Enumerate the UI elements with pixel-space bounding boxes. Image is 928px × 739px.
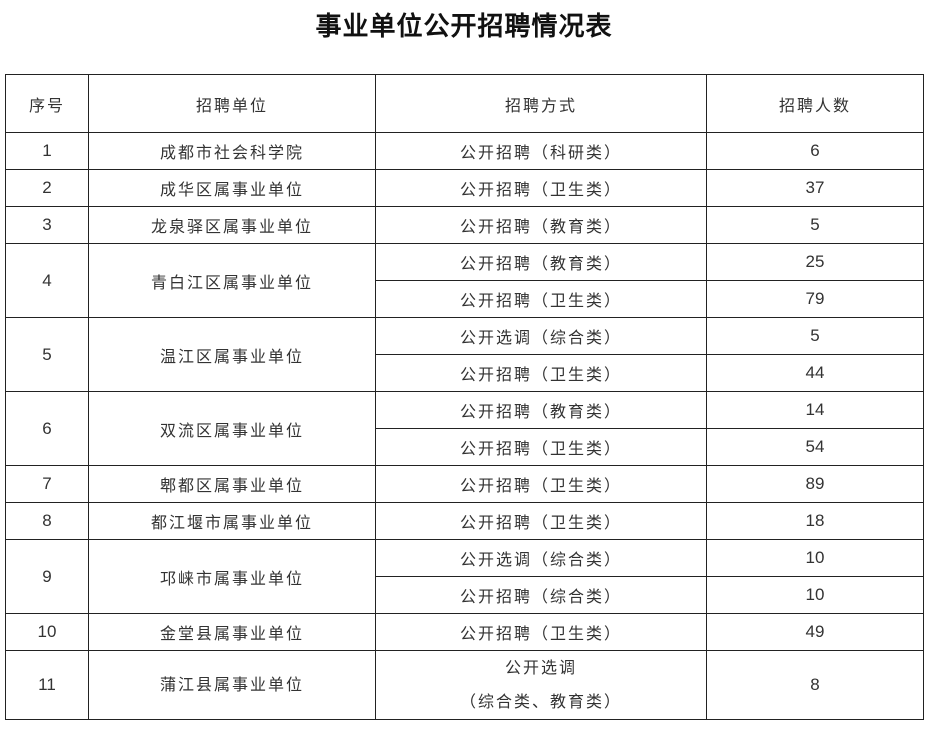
recruit-method-text-2: （综合类、教育类）	[459, 692, 622, 711]
table-row: 8 都江堰市属事业单位 公开招聘（卫生类） 18	[5, 502, 924, 540]
recruit-count: 25	[706, 243, 924, 281]
recruit-method-text: 公开招聘（卫生类）	[459, 624, 622, 643]
unit-name: 郫都区属事业单位	[88, 465, 376, 503]
recruit-count: 18	[706, 502, 924, 540]
row-number: 11	[5, 650, 89, 720]
header-count: 招聘人数	[706, 74, 924, 133]
page-title: 事业单位公开招聘情况表	[315, 12, 613, 42]
unit-name: 双流区属事业单位	[88, 391, 376, 466]
recruit-count: 10	[706, 576, 924, 614]
unit-name: 蒲江县属事业单位	[88, 650, 376, 720]
recruit-method-text: 公开招聘（卫生类）	[459, 476, 622, 495]
recruit-count: 5	[706, 317, 924, 355]
row-number: 9	[5, 539, 89, 614]
recruit-count: 8	[706, 650, 924, 720]
recruit-method-text: 公开选调（综合类）	[459, 550, 622, 569]
recruit-method: 公开招聘（卫生类）	[375, 169, 707, 207]
table-row: 9 邛崃市属事业单位 公开选调（综合类） 10	[5, 539, 924, 614]
table-row: 公开招聘（综合类） 10	[6, 576, 924, 614]
recruit-method: 公开选调 （综合类、教育类）	[375, 650, 707, 720]
table-row: 5 温江区属事业单位 公开选调（综合类） 5	[5, 317, 924, 392]
table-row: 3 龙泉驿区属事业单位 公开招聘（教育类） 5	[5, 206, 924, 244]
recruit-method-text: 公开招聘（教育类）	[459, 217, 622, 236]
recruit-method: 公开招聘（教育类）	[375, 206, 707, 244]
row-number: 3	[5, 206, 89, 244]
recruit-method-text: 公开招聘（科研类）	[459, 143, 622, 162]
recruit-count: 79	[706, 280, 924, 318]
recruit-method-text: 公开招聘（卫生类）	[459, 365, 622, 384]
header-unit: 招聘单位	[88, 74, 376, 133]
recruit-method: 公开招聘（卫生类）	[375, 280, 707, 318]
row-number: 5	[5, 317, 89, 392]
table-row: 公开招聘（卫生类） 79	[6, 280, 924, 318]
recruit-method: 公开招聘（卫生类）	[375, 613, 707, 651]
unit-name: 温江区属事业单位	[88, 317, 376, 392]
recruit-count: 6	[706, 132, 924, 170]
unit-name: 成都市社会科学院	[88, 132, 376, 170]
recruit-count: 10	[706, 539, 924, 577]
row-number: 2	[5, 169, 89, 207]
row-number: 4	[5, 243, 89, 318]
recruit-method: 公开招聘（卫生类）	[375, 354, 707, 392]
header-no: 序号	[5, 74, 89, 133]
unit-name: 邛崃市属事业单位	[88, 539, 376, 614]
recruit-count: 5	[706, 206, 924, 244]
recruit-method-text: 公开招聘（卫生类）	[459, 439, 622, 458]
recruit-method-text: 公开选调（综合类）	[459, 328, 622, 347]
recruit-method: 公开招聘（卫生类）	[375, 502, 707, 540]
recruit-method-text: 公开选调	[504, 658, 577, 677]
row-number: 8	[5, 502, 89, 540]
recruit-method: 公开招聘（科研类）	[375, 132, 707, 170]
recruit-method-text: 公开招聘（综合类）	[459, 587, 622, 606]
recruit-count: 89	[706, 465, 924, 503]
table-row: 7 郫都区属事业单位 公开招聘（卫生类） 89	[5, 465, 924, 503]
unit-name: 龙泉驿区属事业单位	[88, 206, 376, 244]
recruit-method: 公开招聘（综合类）	[375, 576, 707, 614]
recruit-count: 49	[706, 613, 924, 651]
recruit-method-text: 公开招聘（卫生类）	[459, 291, 622, 310]
table-row: 公开招聘（卫生类） 54	[6, 428, 924, 466]
recruit-method: 公开选调（综合类）	[375, 317, 707, 355]
unit-name: 金堂县属事业单位	[88, 613, 376, 651]
recruit-method-text: 公开招聘（卫生类）	[459, 180, 622, 199]
table-row: 11 蒲江县属事业单位 公开选调 （综合类、教育类） 8	[5, 650, 924, 720]
recruit-method: 公开招聘（教育类）	[375, 243, 707, 281]
row-number: 10	[5, 613, 89, 651]
table-row: 4 青白江区属事业单位 公开招聘（教育类） 25	[5, 243, 924, 318]
header-method: 招聘方式	[375, 74, 707, 133]
table-row: 10 金堂县属事业单位 公开招聘（卫生类） 49	[5, 613, 924, 651]
recruit-method-text: 公开招聘（教育类）	[459, 402, 622, 421]
row-number: 7	[5, 465, 89, 503]
recruit-count: 14	[706, 391, 924, 429]
recruit-method: 公开招聘（卫生类）	[375, 428, 707, 466]
recruit-count: 37	[706, 169, 924, 207]
unit-name: 成华区属事业单位	[88, 169, 376, 207]
recruit-method: 公开招聘（卫生类）	[375, 465, 707, 503]
recruit-method: 公开招聘（教育类）	[375, 391, 707, 429]
table-header-row: 序号 招聘单位 招聘方式 招聘人数	[5, 74, 924, 133]
recruitment-table: 序号 招聘单位 招聘方式 招聘人数 1 成都市社会科学院 公开招聘（科研类） 6 2 成华…	[5, 74, 924, 720]
row-number: 6	[5, 391, 89, 466]
table-row: 1 成都市社会科学院 公开招聘（科研类） 6	[5, 132, 924, 170]
recruit-method-text: 公开招聘（教育类）	[459, 254, 622, 273]
table-row: 6 双流区属事业单位 公开招聘（教育类） 14	[5, 391, 924, 466]
recruit-method-text: 公开招聘（卫生类）	[459, 513, 622, 532]
unit-name: 青白江区属事业单位	[88, 243, 376, 318]
row-number: 1	[5, 132, 89, 170]
unit-name: 都江堰市属事业单位	[88, 502, 376, 540]
table-row: 2 成华区属事业单位 公开招聘（卫生类） 37	[5, 169, 924, 207]
recruit-count: 44	[706, 354, 924, 392]
recruit-method: 公开选调（综合类）	[375, 539, 707, 577]
table-row: 公开招聘（卫生类） 44	[6, 354, 924, 392]
recruit-count: 54	[706, 428, 924, 466]
